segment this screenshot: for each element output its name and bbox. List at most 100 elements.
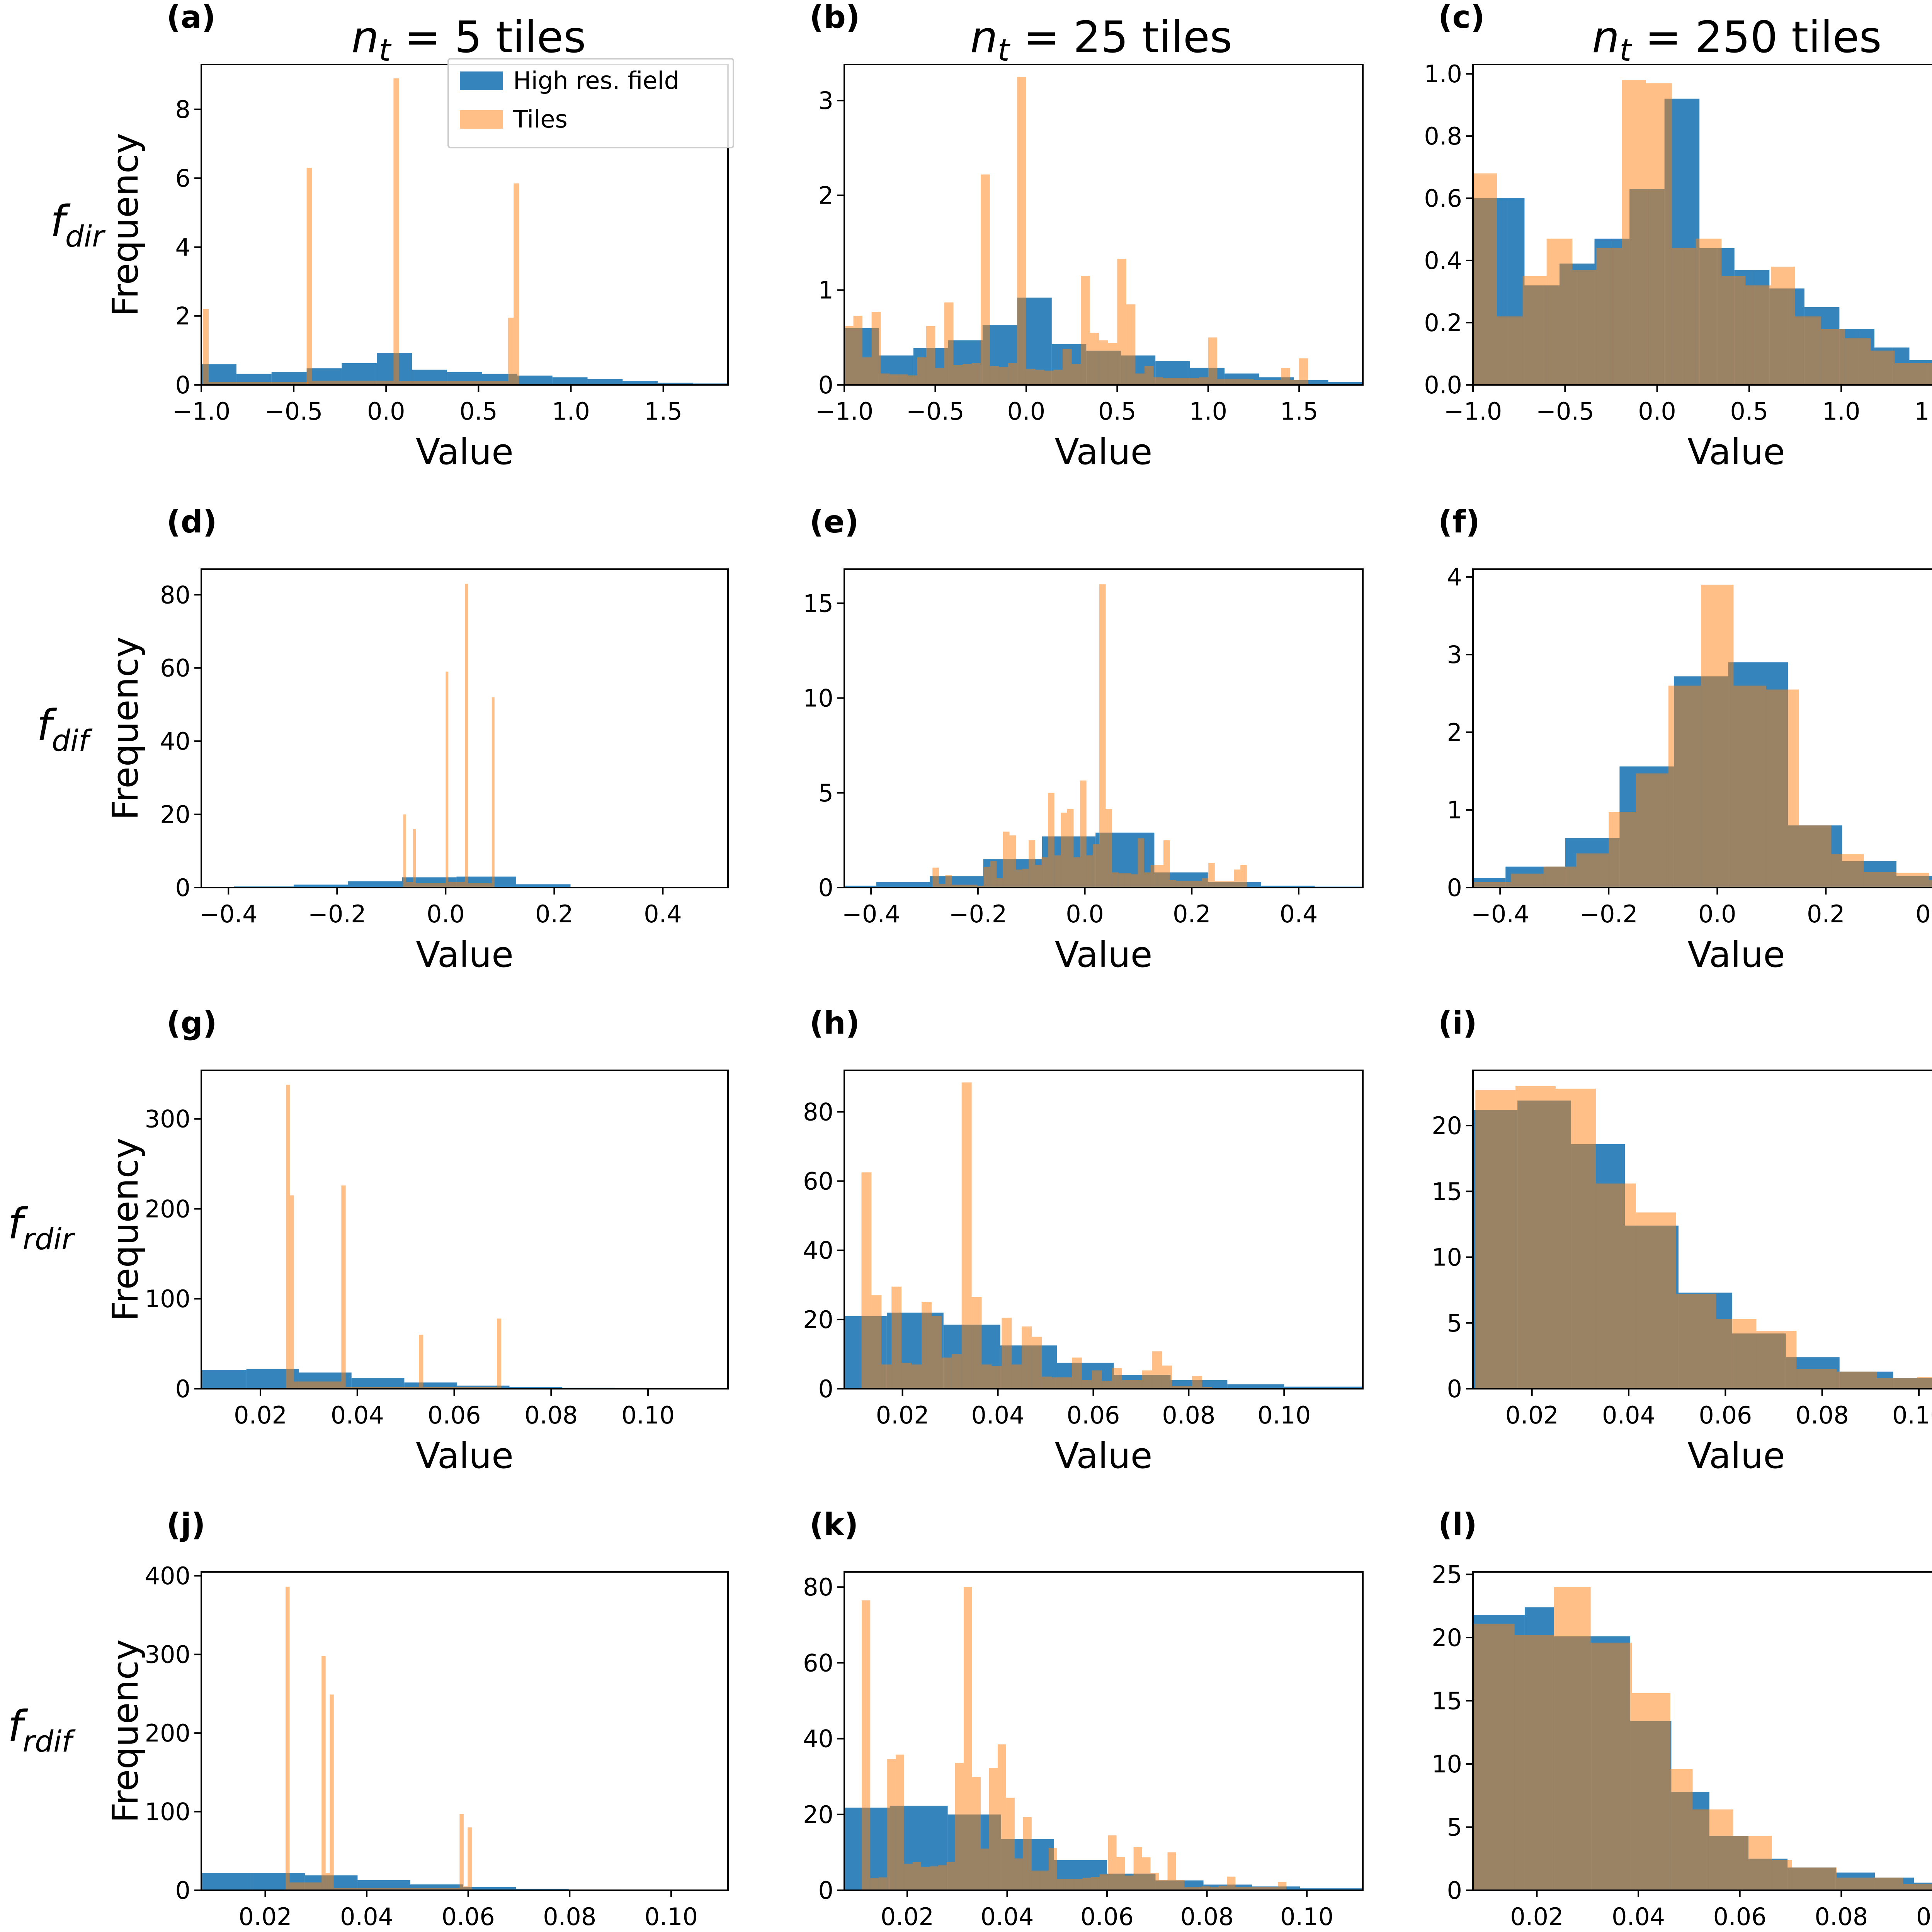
tiles-bar	[955, 1763, 964, 1890]
x-axis-label: Value	[1687, 431, 1785, 473]
y-tick-label: 200	[145, 1719, 190, 1747]
tiles-bar	[1903, 1884, 1932, 1890]
tiles-bar	[416, 883, 446, 888]
tiles-bar	[896, 1754, 905, 1890]
tiles-bar	[497, 1318, 502, 1389]
tiles-bar	[1054, 855, 1061, 888]
tiles-bar	[1475, 1090, 1516, 1389]
x-tick-label: 1.0	[1822, 397, 1861, 425]
bars-k	[844, 1587, 1363, 1890]
y-tick-label: 60	[803, 1167, 833, 1196]
x-tick-label: 0.0	[427, 900, 465, 928]
legend-label-high-res: High res. field	[513, 66, 679, 95]
high-res-bar	[1284, 1386, 1362, 1389]
tiles-bar	[1071, 364, 1081, 385]
x-tick-label: 0.10	[1257, 1401, 1311, 1429]
x-tick-label: 0.06	[428, 1401, 481, 1429]
tiles-bar	[981, 174, 990, 385]
tiles-bar	[1099, 1874, 1108, 1890]
tiles-bar	[1017, 77, 1026, 385]
tiles-bar	[1022, 1326, 1032, 1389]
tiles-bar	[1099, 584, 1106, 888]
tiles-bar	[1636, 773, 1668, 888]
x-axis-label: Value	[1055, 431, 1153, 473]
legend-swatch-high-res	[460, 71, 503, 90]
tiles-bar	[1008, 363, 1017, 385]
tiles-bar	[1877, 1378, 1917, 1389]
high-res-bar	[201, 1370, 247, 1389]
tiles-bar	[1167, 1852, 1176, 1890]
x-tick-label: 0.04	[1602, 1401, 1655, 1429]
y-tick-label: 20	[803, 1801, 833, 1829]
tiles-bar	[1032, 1337, 1042, 1389]
high-res-bar	[348, 881, 402, 888]
tiles-bar	[1221, 881, 1228, 888]
y-tick-label: 0	[1447, 1876, 1462, 1905]
x-tick-label: 0.02	[234, 1401, 287, 1429]
tiles-bar	[1102, 1381, 1112, 1389]
tiles-bar	[465, 583, 468, 888]
tiles-bar	[1244, 379, 1254, 385]
panel-label-c: (c)	[1438, 0, 1485, 35]
tiles-bar	[285, 1587, 290, 1890]
tiles-bar	[1543, 866, 1576, 888]
tiles-bar	[1016, 869, 1022, 888]
tiles-bar	[1090, 333, 1099, 385]
tiles-bar	[1086, 855, 1093, 888]
tiles-bar	[977, 886, 984, 888]
tiles-bar	[870, 1878, 879, 1890]
x-tick-label: 0.04	[971, 1401, 1025, 1429]
y-tick-label: 300	[145, 1105, 190, 1133]
high-res-bar	[509, 1387, 563, 1389]
column-title-5-tiles: nt = 5 tiles	[352, 12, 586, 68]
x-tick-label: −0.2	[308, 900, 366, 928]
x-tick-label: 0.0	[1066, 900, 1104, 928]
tiles-bar	[963, 1587, 972, 1890]
tiles-bar	[1556, 1088, 1596, 1389]
tiles-bar	[333, 1888, 460, 1890]
x-tick-label: 0.4	[1915, 900, 1932, 928]
panel-a: −1.0 −0.5 0.0 0.5 1.0 1.5 0 2 4 6 8 Value Frequency (…	[105, 0, 729, 473]
tiles-bar	[1081, 276, 1090, 385]
y-tick-label: 60	[160, 654, 190, 682]
tiles-bar	[1163, 840, 1170, 888]
tiles-bar	[468, 1827, 472, 1890]
bars-e	[844, 584, 1363, 888]
tiles-bar	[1144, 872, 1151, 888]
tiles-bar	[1093, 844, 1099, 888]
axes-frame-k	[844, 1571, 1364, 1891]
tiles-bar	[1218, 1886, 1227, 1890]
y-tick-label: 80	[803, 1098, 833, 1126]
tiles-bar	[1261, 1887, 1270, 1890]
tiles-bar	[1181, 378, 1190, 385]
column-title-25-tiles: nt = 25 tiles	[970, 12, 1232, 68]
panel-l: 0.020.040.060.080.100510152025Value(l)	[1432, 1507, 1932, 1931]
panel-label-j: (j)	[167, 1507, 206, 1543]
y-tick-label: 0	[818, 874, 833, 902]
tiles-bar	[448, 881, 465, 888]
y-tick-label: 0	[175, 371, 190, 399]
y-axis-label: Frequency	[105, 133, 146, 316]
y-tick-label: 4	[175, 233, 190, 261]
tiles-bar	[922, 1302, 932, 1389]
tiles-bar	[1696, 238, 1722, 385]
y-tick-label: 10	[1432, 1750, 1462, 1778]
y-tick-label: 3	[1447, 641, 1462, 669]
tiles-bar	[1133, 1847, 1142, 1890]
panel-label-a: (a)	[167, 0, 216, 35]
tiles-bar	[1920, 363, 1932, 385]
x-tick-label: −0.5	[906, 397, 964, 425]
tiles-bar	[1009, 835, 1016, 888]
tiles-bar	[1497, 316, 1523, 385]
tiles-bar	[938, 1865, 947, 1890]
tiles-bar	[1142, 1370, 1152, 1389]
tiles-bar	[1117, 259, 1126, 385]
x-tick-label: −0.4	[842, 900, 900, 928]
x-tick-label: −0.4	[1471, 900, 1529, 928]
x-tick-label: 0.06	[442, 1903, 495, 1931]
x-tick-label: 1.5	[644, 397, 682, 425]
tiles-bar	[1065, 1879, 1074, 1890]
x-tick-label: 1.5	[1280, 397, 1318, 425]
tiles-bar	[1012, 1364, 1022, 1389]
tiles-bar	[964, 884, 971, 888]
